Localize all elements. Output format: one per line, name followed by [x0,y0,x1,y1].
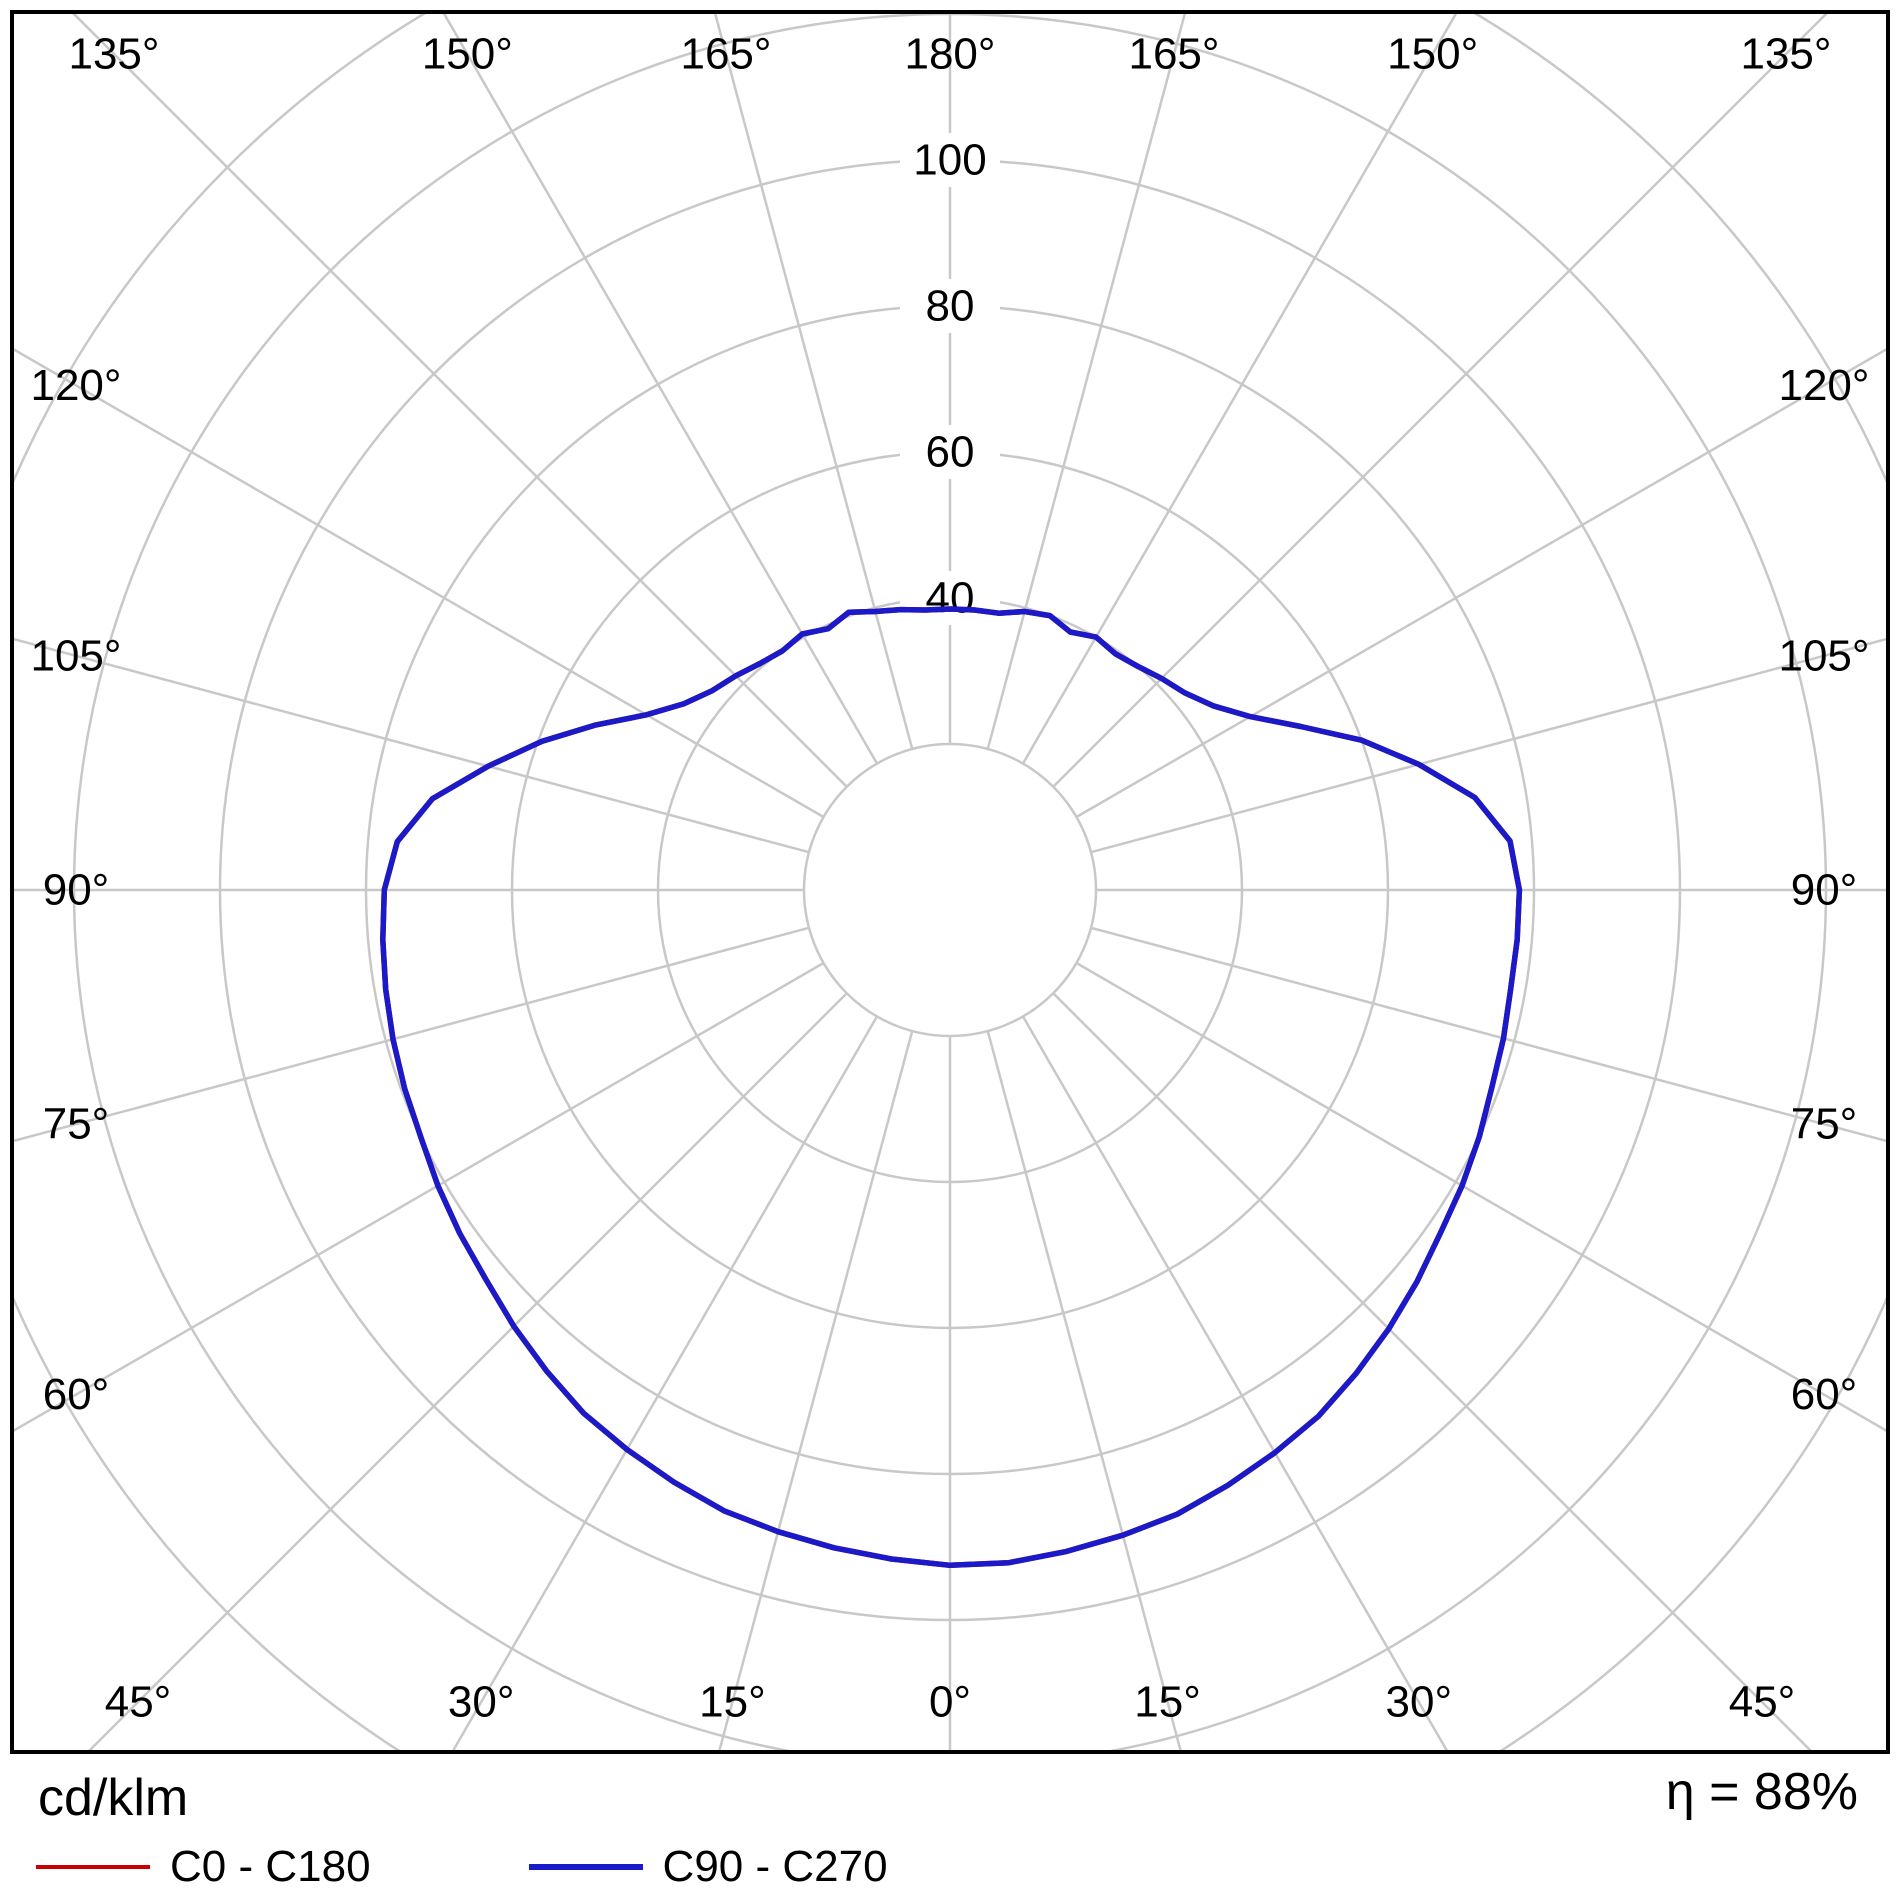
radial-tick-40: 40 [926,574,975,623]
angle-label-150-left: 150° [422,30,513,79]
grid-spoke-150deg [1021,14,1458,765]
angle-label-90-left: 90° [43,866,110,915]
grid-spoke-165deg [986,14,1187,750]
angle-label-180-right: 180° [904,30,995,79]
tick-label-mask [900,425,1000,479]
grid-ring-20 [802,742,1098,1038]
angle-label-45-right: 45° [1729,1678,1796,1727]
radial-tick-100: 100 [913,136,986,185]
angle-label-120-left: 120° [30,361,121,410]
radial-tick-80: 80 [926,282,975,331]
grid-spoke-225deg [72,14,848,788]
angle-label-75-left: 75° [43,1100,110,1149]
radial-tick-labels: 40 60 80 100 [900,133,1000,625]
angle-label-0-right: 0° [929,1678,971,1727]
tick-label-mask [900,133,1000,187]
angle-label-60-right: 60° [1791,1370,1858,1419]
grid-spoke-105deg [1090,637,1886,854]
legend-label-c90-c270: C90 - C270 [662,1842,888,1891]
legend-item-c0-c180: C0 - C180 [36,1842,371,1892]
grid-spoke-210deg [442,14,879,765]
legend-label-c0-c180: C0 - C180 [170,1842,371,1891]
angle-label-165-left: 165° [680,30,771,79]
efficiency-label: η = 88% [1665,1763,1858,1821]
grid-spoke-330deg [452,1015,879,1750]
legend-line-blue-icon [528,1864,643,1870]
angle-label-120-right: 120° [1778,361,1869,410]
angle-label-30-right: 30° [1386,1678,1453,1727]
angle-label-105-left: 105° [30,631,121,680]
grid-spoke-345deg [718,1030,914,1750]
legend-line-red-icon [36,1865,150,1869]
grid-spoke-15deg [986,1030,1182,1750]
tick-label-mask [900,279,1000,333]
angle-label-15-right: 15° [1134,1678,1201,1727]
angle-label-45-left: 45° [105,1678,172,1727]
plot-border [10,10,1890,1754]
grid-spoke-255deg [14,637,810,854]
series-curve-c90-c270 [380,606,1523,1569]
angle-label-90-right: 90° [1791,866,1858,915]
angle-label-105-right: 105° [1778,631,1869,680]
legend: C0 - C180 C90 - C270 [36,1842,888,1892]
angle-label-150-right: 150° [1387,30,1478,79]
angle-label-75-right: 75° [1791,1100,1858,1149]
grid-spoke-315deg [88,992,848,1750]
angle-label-60-left: 60° [43,1370,110,1419]
grid-spoke-30deg [1021,1015,1448,1750]
angle-label-165-right: 165° [1128,30,1219,79]
grid-spoke-60deg [1075,961,1886,1432]
intensity-curves [380,606,1523,1569]
grid-spoke-195deg [713,14,914,750]
grid-spoke-75deg [1090,926,1886,1143]
grid-spoke-300deg [14,961,825,1432]
angle-label-135-left: 135° [68,30,159,79]
angle-labels: 0° 15° 15° 30° 30° 45° 45° 60° 60° 75° 75° 90° 90° 10… [30,30,1869,1727]
radial-tick-60: 60 [926,428,975,477]
angle-label-135-right: 135° [1740,30,1831,79]
grid-spoke-45deg [1052,992,1812,1750]
grid-spoke-285deg [14,926,810,1143]
angle-label-15-left: 15° [699,1678,766,1727]
angle-label-30-left: 30° [448,1678,515,1727]
grid-spoke-135deg [1052,14,1828,788]
tick-label-mask [900,571,1000,625]
unit-label: cd/klm [38,1769,189,1827]
grid-spoke-120deg [1075,348,1886,819]
grid-spoke-240deg [14,348,825,819]
legend-item-c90-c270: C90 - C270 [528,1842,888,1892]
